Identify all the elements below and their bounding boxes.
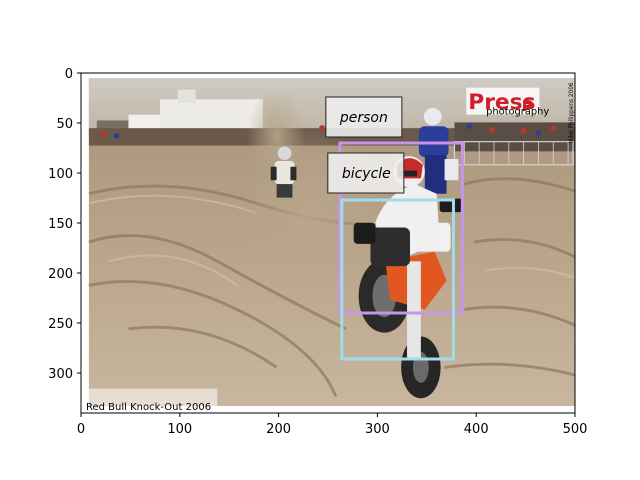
distant-rider bbox=[270, 146, 297, 198]
x-axis: 0 100 200 300 400 500 bbox=[77, 413, 588, 437]
y-tick-label: 0 bbox=[65, 67, 73, 82]
bbox-label-background bbox=[325, 96, 403, 138]
logo-subtext: photography bbox=[486, 107, 549, 118]
y-tick-label: 250 bbox=[48, 317, 73, 332]
detection-bicycle: bicycle bbox=[327, 152, 455, 361]
y-axis: 0 50 100 150 200 250 300 bbox=[48, 67, 81, 382]
bbox-label-background bbox=[327, 152, 405, 194]
axes-frame bbox=[80, 72, 576, 414]
x-tick-label: 400 bbox=[464, 422, 489, 437]
main-rider bbox=[353, 156, 464, 399]
y-tick-label: 300 bbox=[48, 367, 73, 382]
y-tick-label: 150 bbox=[48, 217, 73, 232]
y-tick-label: 200 bbox=[48, 267, 73, 282]
x-tick-label: 500 bbox=[563, 422, 588, 437]
x-tick-label: 300 bbox=[365, 422, 390, 437]
photo-caption: Red Bull Knock-Out 2006 bbox=[86, 402, 211, 413]
y-tick-label: 100 bbox=[48, 167, 73, 182]
detection-person: person bbox=[325, 96, 464, 315]
bbox-label-bicycle: bicycle bbox=[342, 166, 391, 182]
logo-p-letter: P bbox=[522, 97, 534, 115]
y-tick-label: 50 bbox=[56, 117, 73, 132]
logo-press-text: Press bbox=[468, 90, 535, 115]
detections: person bicycle bbox=[325, 96, 464, 361]
bbox-person bbox=[338, 141, 464, 315]
bbox-label-person: person bbox=[339, 110, 388, 126]
press-logo: Press P photography bbox=[466, 87, 549, 118]
x-tick-label: 100 bbox=[167, 422, 192, 437]
x-tick-label: 0 bbox=[77, 422, 85, 437]
x-tick-label: 200 bbox=[266, 422, 291, 437]
photographer-credit: Mike Philippens 2006 bbox=[569, 82, 575, 143]
bbox-bicycle bbox=[340, 198, 455, 361]
